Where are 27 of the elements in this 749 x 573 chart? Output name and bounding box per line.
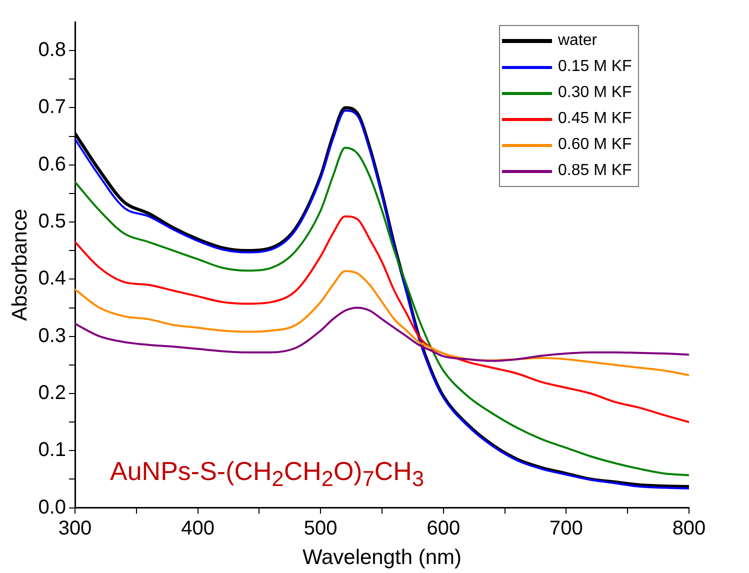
legend-label: 0.60 M KF (558, 135, 632, 155)
y-tick-label: 0.0 (38, 496, 66, 518)
y-tick-label: 0.4 (38, 268, 66, 290)
y-tick-label: 0.1 (38, 439, 66, 462)
x-tick-label: 700 (550, 517, 583, 540)
y-tick-label: 0.5 (38, 210, 66, 233)
x-tick-label: 500 (304, 517, 338, 540)
x-axis-title: Wavelength (nm) (302, 546, 462, 570)
line-series (75, 306, 689, 362)
annotation: AuNPs-S-(CH$_{2}$CH$_{2}$O)$_{7}$CH$_{3}$ (110, 456, 424, 492)
legend-label: 0.45 M KF (558, 109, 632, 129)
y-tick-label: 0.2 (38, 382, 66, 404)
legend-label: 0.30 M KF (558, 83, 632, 103)
x-tick-label: 600 (426, 517, 460, 540)
y-axis-title: Absorbance (8, 208, 32, 321)
legend-label: water (558, 31, 598, 51)
y-tick-label: 0.8 (38, 39, 66, 62)
line-series (75, 270, 689, 376)
y-tick-label: 0.6 (38, 153, 66, 176)
x-tick-label: 800 (672, 517, 706, 540)
x-tick-label: 400 (181, 517, 214, 540)
y-tick-label: 0.7 (38, 96, 66, 118)
line-series (75, 215, 689, 424)
x-tick-label: 300 (58, 517, 92, 540)
y-tick-label: 0.3 (38, 324, 66, 347)
legend-label: 0.85 M KF (558, 161, 632, 181)
legend-label: 0.15 M KF (558, 57, 632, 77)
